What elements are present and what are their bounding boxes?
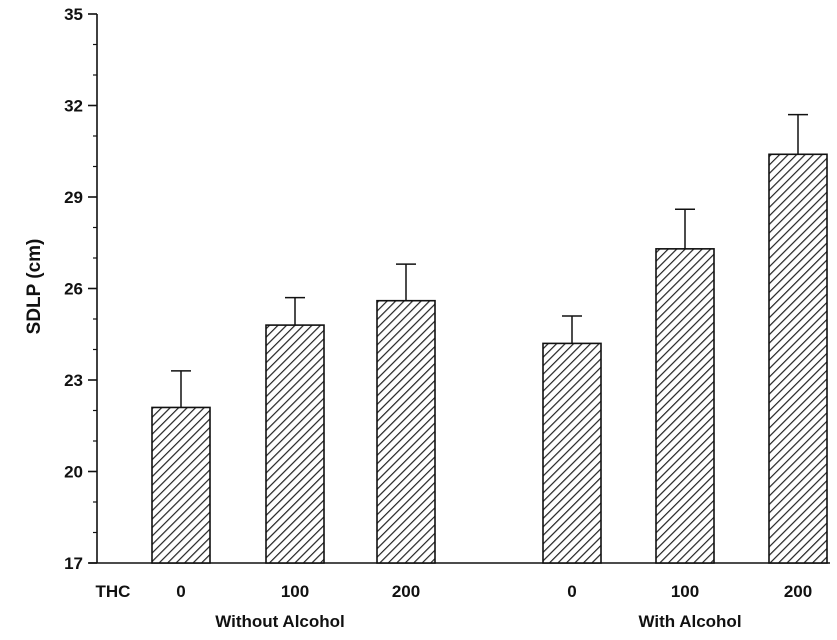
x-prefix-label: THC [96, 582, 131, 601]
y-tick-label: 23 [64, 371, 83, 390]
y-tick-label: 26 [64, 280, 83, 299]
chart-bars [151, 113, 828, 564]
x-tick-label: 0 [176, 582, 185, 601]
bar [768, 153, 828, 564]
chart-labels: 17 20 23 26 29 32 35 SDLP (cm) 0 100 200 Without Al… [24, 5, 812, 631]
y-axis-title: SDLP (cm) [24, 239, 45, 335]
y-tick-label: 29 [64, 188, 83, 207]
y-tick-label: 17 [64, 554, 83, 573]
x-tick-label: 0 [567, 582, 576, 601]
x-tick-label: 200 [784, 582, 812, 601]
group-label: With Alcohol [638, 612, 741, 631]
bar [151, 406, 211, 564]
bar [542, 342, 602, 564]
y-tick-label: 32 [64, 97, 83, 116]
x-tick-label: 100 [671, 582, 699, 601]
bar [655, 248, 715, 564]
group-label: Without Alcohol [215, 612, 345, 631]
x-tick-label: 200 [392, 582, 420, 601]
x-tick-label: 100 [281, 582, 309, 601]
bar [376, 299, 436, 564]
bar [265, 324, 325, 564]
y-tick-label: 35 [64, 5, 83, 24]
y-tick-label: 20 [64, 463, 83, 482]
